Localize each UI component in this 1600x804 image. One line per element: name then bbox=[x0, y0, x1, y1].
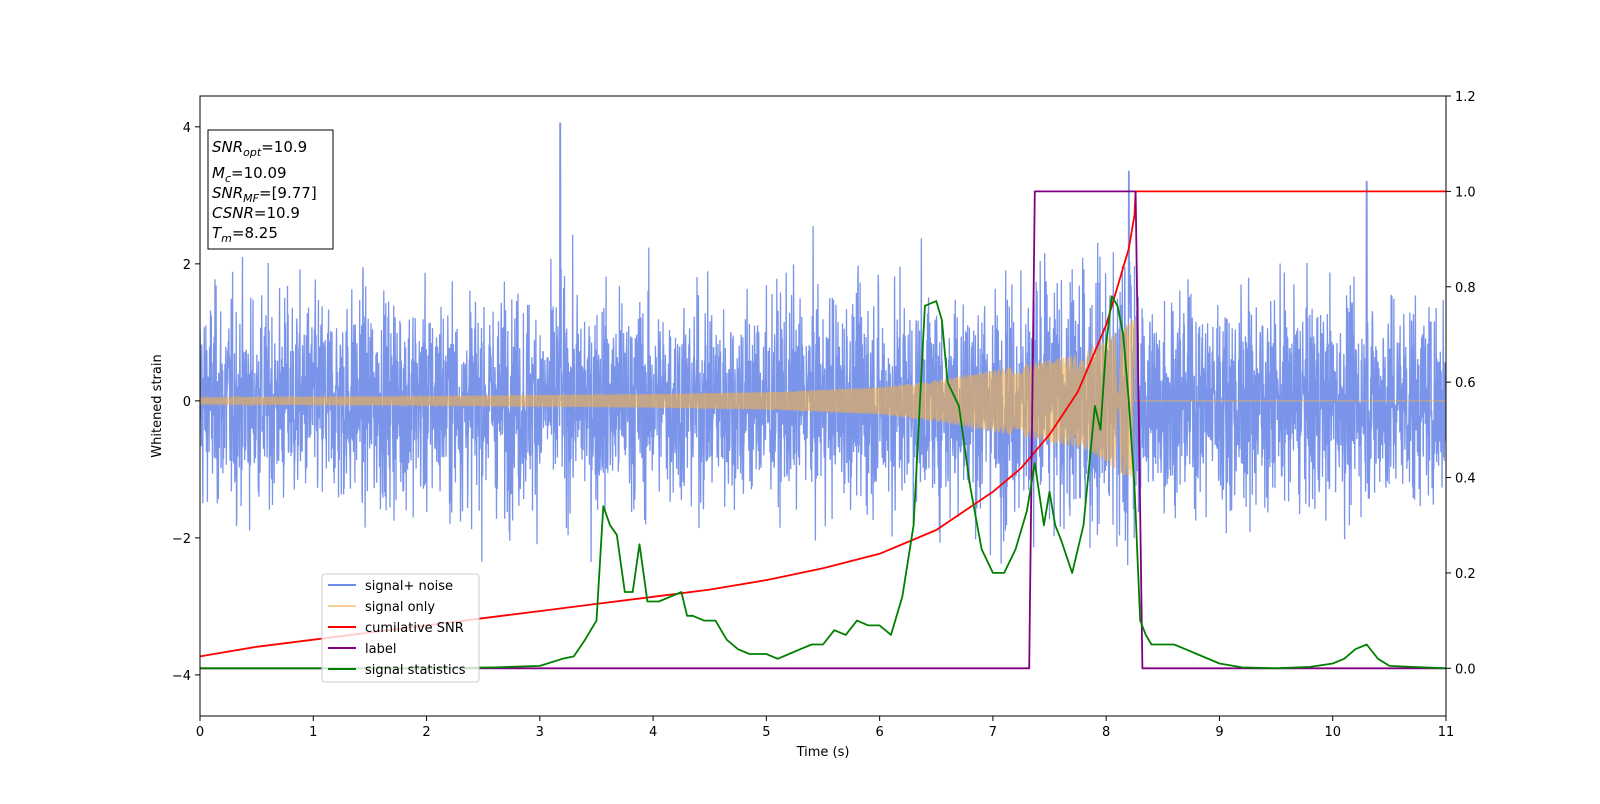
y-left-tick-label: 0 bbox=[183, 395, 191, 410]
series-signal-statistics-line bbox=[200, 295, 1446, 670]
series-signal-noise-line bbox=[200, 122, 1446, 566]
x-tick-label: 8 bbox=[1102, 725, 1110, 740]
x-tick-label: 1 bbox=[309, 725, 317, 740]
legend-label-signal-statistics: signal statistics bbox=[365, 663, 466, 678]
info-snr-opt: SNRopt=10.9 bbox=[212, 138, 307, 159]
x-tick-label: 11 bbox=[1438, 725, 1455, 740]
x-tick-label: 9 bbox=[1215, 725, 1223, 740]
y-right-tick-label: 1.2 bbox=[1455, 90, 1476, 105]
legend-frame bbox=[321, 573, 480, 683]
legend-label-label: label bbox=[365, 642, 396, 657]
y-right-axis-ticks: 0.0 0.2 0.4 0.6 0.8 1.0 1.2 bbox=[1446, 90, 1476, 677]
x-axis-ticks: 0 1 2 3 4 5 6 7 8 9 10 11 bbox=[196, 716, 1454, 740]
y-axis-label: Whitened strain bbox=[150, 354, 165, 457]
info-box-frame bbox=[207, 129, 334, 250]
series-signal-only-line bbox=[200, 319, 1446, 478]
info-chirp-mass: Mc=10.09 bbox=[212, 164, 287, 185]
x-tick-label: 10 bbox=[1324, 725, 1341, 740]
legend-label-cumulative-snr: cumilative SNR bbox=[365, 621, 464, 636]
y-left-tick-label: −4 bbox=[172, 669, 191, 684]
info-merger-time: Tm=8.25 bbox=[212, 224, 278, 245]
x-tick-label: 3 bbox=[536, 725, 544, 740]
y-left-tick-label: 2 bbox=[183, 258, 191, 273]
legend: signal+ noise signal only cumilative SNR… bbox=[321, 573, 480, 683]
x-tick-label: 6 bbox=[875, 725, 883, 740]
plot-frame bbox=[199, 95, 1447, 717]
y-right-tick-label: 0.6 bbox=[1455, 376, 1476, 391]
legend-label-signal-noise: signal+ noise bbox=[365, 579, 453, 594]
x-tick-label: 7 bbox=[989, 725, 997, 740]
info-snr-mf: SNRMF=[9.77] bbox=[212, 184, 317, 205]
y-left-tick-label: −2 bbox=[172, 532, 191, 547]
y-right-tick-label: 0.8 bbox=[1455, 281, 1476, 296]
info-csnr: CSNR=10.9 bbox=[212, 204, 300, 222]
info-box: SNRopt=10.9 Mc=10.09 SNRMF=[9.77] CSNR=1… bbox=[207, 129, 334, 250]
x-tick-label: 2 bbox=[422, 725, 430, 740]
x-axis-label: Time (s) bbox=[796, 745, 850, 760]
y-right-tick-label: 0.2 bbox=[1455, 567, 1476, 582]
x-tick-label: 0 bbox=[196, 725, 204, 740]
y-left-axis-ticks: −4 −2 0 2 4 bbox=[172, 121, 200, 684]
y-right-tick-label: 0.0 bbox=[1455, 662, 1476, 677]
legend-label-signal-only: signal only bbox=[365, 600, 435, 615]
y-right-tick-label: 1.0 bbox=[1455, 185, 1476, 200]
series-label-line bbox=[200, 190, 1446, 670]
x-tick-label: 5 bbox=[762, 725, 770, 740]
y-left-tick-label: 4 bbox=[183, 121, 191, 136]
x-tick-label: 4 bbox=[649, 725, 657, 740]
y-right-tick-label: 0.4 bbox=[1455, 472, 1476, 487]
